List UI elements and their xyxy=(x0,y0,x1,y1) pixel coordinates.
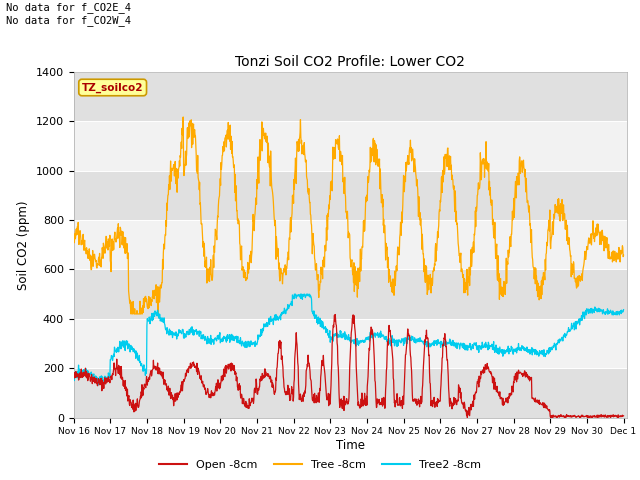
Open -8cm xyxy=(191,363,199,369)
Tree -8cm xyxy=(524,200,532,206)
Legend: Open -8cm, Tree -8cm, Tree2 -8cm: Open -8cm, Tree -8cm, Tree2 -8cm xyxy=(155,456,485,474)
Tree2 -8cm xyxy=(70,374,77,380)
Line: Tree -8cm: Tree -8cm xyxy=(74,117,623,314)
Bar xyxy=(74,319,627,368)
Tree2 -8cm xyxy=(300,293,307,299)
Open -8cm xyxy=(524,375,531,381)
Tree -8cm xyxy=(192,143,200,149)
Tree -8cm xyxy=(179,114,187,120)
X-axis label: Time: Time xyxy=(336,439,365,452)
Title: Tonzi Soil CO2 Profile: Lower CO2: Tonzi Soil CO2 Profile: Lower CO2 xyxy=(236,56,465,70)
Tree2 -8cm xyxy=(524,349,532,355)
Open -8cm xyxy=(285,392,293,397)
Tree2 -8cm xyxy=(191,328,199,334)
Tree -8cm xyxy=(572,279,579,285)
Tree2 -8cm xyxy=(95,382,102,388)
Tree -8cm xyxy=(127,311,135,317)
Bar xyxy=(74,269,627,319)
Tree2 -8cm xyxy=(572,319,579,324)
Open -8cm xyxy=(572,413,579,419)
Open -8cm xyxy=(70,374,77,380)
Tree -8cm xyxy=(70,228,77,234)
Open -8cm xyxy=(299,392,307,398)
Text: TZ_soilco2: TZ_soilco2 xyxy=(82,83,143,93)
Tree2 -8cm xyxy=(620,307,627,312)
Text: No data for f_CO2E_4
No data for f_CO2W_4: No data for f_CO2E_4 No data for f_CO2W_… xyxy=(6,2,131,26)
Open -8cm xyxy=(332,312,339,317)
Tree -8cm xyxy=(300,143,307,148)
Bar xyxy=(74,368,627,418)
Open -8cm xyxy=(433,404,441,409)
Bar xyxy=(74,220,627,269)
Bar xyxy=(74,121,627,171)
Open -8cm xyxy=(548,415,556,420)
Tree2 -8cm xyxy=(291,291,298,297)
Tree2 -8cm xyxy=(434,340,442,346)
Line: Tree2 -8cm: Tree2 -8cm xyxy=(74,294,623,385)
Y-axis label: Soil CO2 (ppm): Soil CO2 (ppm) xyxy=(17,200,30,289)
Line: Open -8cm: Open -8cm xyxy=(74,314,623,418)
Bar xyxy=(74,171,627,220)
Bar xyxy=(74,72,627,121)
Tree -8cm xyxy=(620,252,627,258)
Tree -8cm xyxy=(434,229,442,235)
Tree2 -8cm xyxy=(286,302,294,308)
Tree -8cm xyxy=(286,221,294,227)
Open -8cm xyxy=(620,413,627,419)
